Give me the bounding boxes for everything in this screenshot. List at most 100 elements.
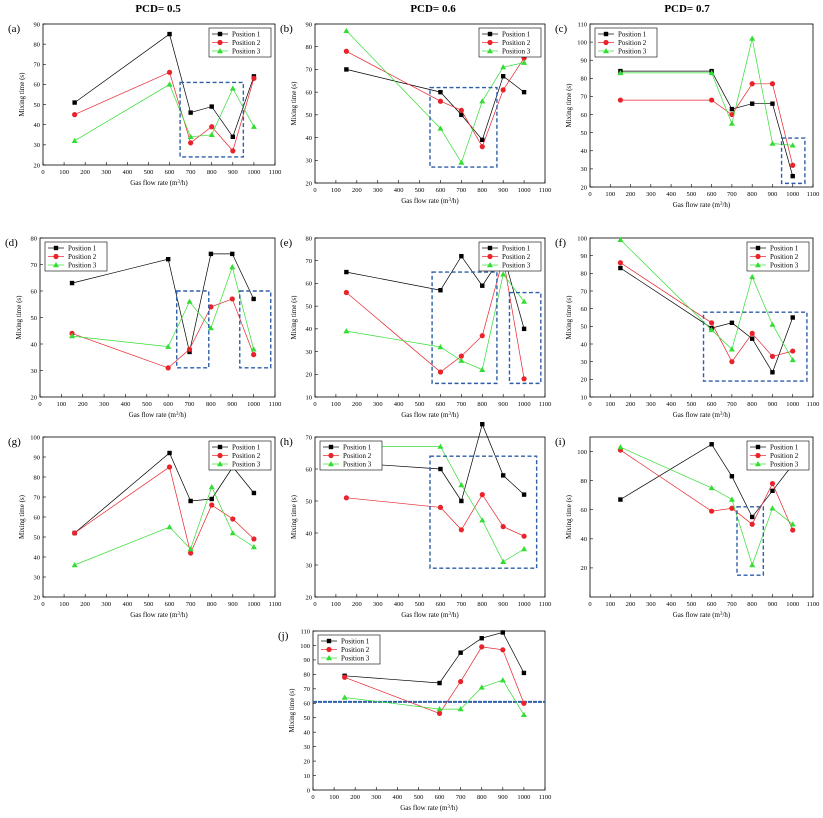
y-tick-label: 10: [306, 394, 313, 401]
y-tick-label: 20: [581, 377, 588, 384]
data-point-position-2: [188, 140, 194, 146]
y-tick-label: 20: [581, 565, 588, 572]
data-point-position-3: [187, 133, 194, 139]
x-tick-label: 500: [686, 601, 696, 608]
legend-entry-position-2: Position 2: [341, 646, 370, 654]
legend-marker: [487, 253, 493, 260]
legend-entry-position-3: Position 3: [232, 47, 261, 55]
data-point-position-1: [749, 101, 755, 106]
data-point-position-1: [500, 630, 506, 635]
data-point-position-2: [521, 533, 527, 539]
plot-frame: [314, 436, 546, 598]
y-tick-label: 100: [30, 434, 40, 441]
legend-entry-position-3: Position 3: [343, 460, 372, 468]
y-tick-label: 70: [306, 258, 313, 265]
highlight-box: [239, 290, 272, 369]
x-tick-label: 100: [59, 601, 69, 608]
data-point-position-3: [343, 27, 350, 34]
data-point-position-1: [770, 370, 775, 375]
data-point-position-3: [229, 530, 236, 536]
x-tick-label: 500: [415, 601, 425, 608]
series-line-position-2: [620, 83, 794, 166]
y-tick-label: 20: [306, 180, 313, 187]
panel-label: (i): [555, 436, 566, 448]
y-tick-label: 70: [31, 262, 38, 269]
y-tick-label: 50: [31, 315, 38, 322]
y-tick-label: 100: [577, 39, 587, 46]
legend-marker: [217, 39, 223, 46]
y-tick-label: 40: [306, 135, 313, 142]
x-tick-label: 500: [144, 169, 154, 176]
series-line-position-1: [346, 423, 525, 502]
chart-panel-a: (a) 0 100 200 300 400 500 600 700 800 900 1000 1100 2…: [8, 21, 281, 187]
legend-marker: [487, 262, 493, 268]
y-tick-label: 20: [306, 594, 313, 601]
data-point-position-2: [749, 330, 755, 336]
data-point-position-3: [479, 517, 486, 523]
data-point-position-1: [209, 496, 214, 502]
series-line-position-1: [71, 253, 254, 352]
series-line-position-1: [346, 69, 525, 141]
data-point-position-1: [344, 269, 349, 275]
data-point-position-1: [209, 104, 214, 109]
x-tick-label: 1100: [539, 187, 552, 194]
data-point-position-3: [343, 328, 350, 334]
series-line-position-2: [71, 298, 254, 369]
legend-entry-position-3: Position 3: [232, 460, 261, 468]
data-point-position-3: [229, 85, 236, 91]
x-tick-label: 1000: [517, 794, 530, 801]
x-tick-label: 700: [185, 401, 195, 408]
data-point-position-1: [480, 422, 485, 427]
data-point-position-2: [790, 527, 796, 533]
x-tick-label: 600: [707, 191, 717, 198]
data-point-position-1: [521, 492, 527, 497]
x-tick-label: 700: [456, 794, 466, 801]
y-tick-label: 30: [306, 349, 313, 356]
legend-entry-position-1: Position 1: [343, 443, 372, 451]
legend-entry-position-1: Position 1: [341, 637, 370, 645]
data-point-position-1: [459, 498, 464, 504]
x-axis-label: Gas flow rate (m3/h): [673, 411, 731, 419]
data-point-position-2: [709, 508, 715, 514]
data-point-position-3: [166, 81, 173, 87]
y-tick-label: 90: [34, 21, 41, 28]
y-tick-label: 80: [581, 478, 588, 485]
legend-entry-position-3: Position 3: [770, 261, 799, 269]
series-line-position-1: [620, 267, 794, 374]
y-tick-label: 60: [31, 288, 38, 295]
data-point-position-2: [790, 348, 796, 354]
data-point-position-2: [458, 353, 464, 359]
y-axis-label: Mixing time (s): [18, 494, 26, 539]
x-tick-label: 200: [352, 187, 362, 194]
y-tick-label: 60: [306, 281, 313, 288]
y-tick-label: 110: [300, 628, 310, 635]
data-point-position-1: [344, 67, 349, 72]
y-axis-label: Mixing time (s): [288, 688, 296, 733]
x-tick-label: 700: [727, 401, 737, 408]
panel-label: (e): [280, 237, 293, 249]
data-point-position-3: [749, 35, 756, 41]
data-point-position-3: [769, 505, 776, 511]
y-tick-label: 30: [34, 574, 41, 581]
data-point-position-2: [479, 144, 485, 150]
data-point-position-2: [521, 376, 527, 382]
x-tick-label: 200: [626, 601, 636, 608]
y-tick-label: 50: [34, 534, 41, 541]
x-tick-label: 500: [144, 601, 154, 608]
highlight-box: [176, 290, 210, 369]
x-tick-label: 900: [498, 794, 508, 801]
x-tick-label: 800: [747, 191, 757, 198]
data-point-position-1: [230, 251, 235, 257]
column-header-pcd-0-6: PCD= 0.6: [410, 3, 456, 15]
x-tick-label: 300: [373, 187, 383, 194]
data-point-position-1: [749, 514, 755, 520]
x-tick-label: 600: [436, 401, 446, 408]
highlight-box: [780, 137, 806, 185]
legend-marker: [487, 31, 493, 37]
x-tick-label: 300: [646, 191, 656, 198]
chart-panel-g: (g) 0 100 200 300 400 500 600 700 800 900 1000 1100 2…: [8, 434, 281, 619]
x-tick-label: 1100: [807, 601, 820, 608]
x-tick-label: 100: [331, 601, 341, 608]
